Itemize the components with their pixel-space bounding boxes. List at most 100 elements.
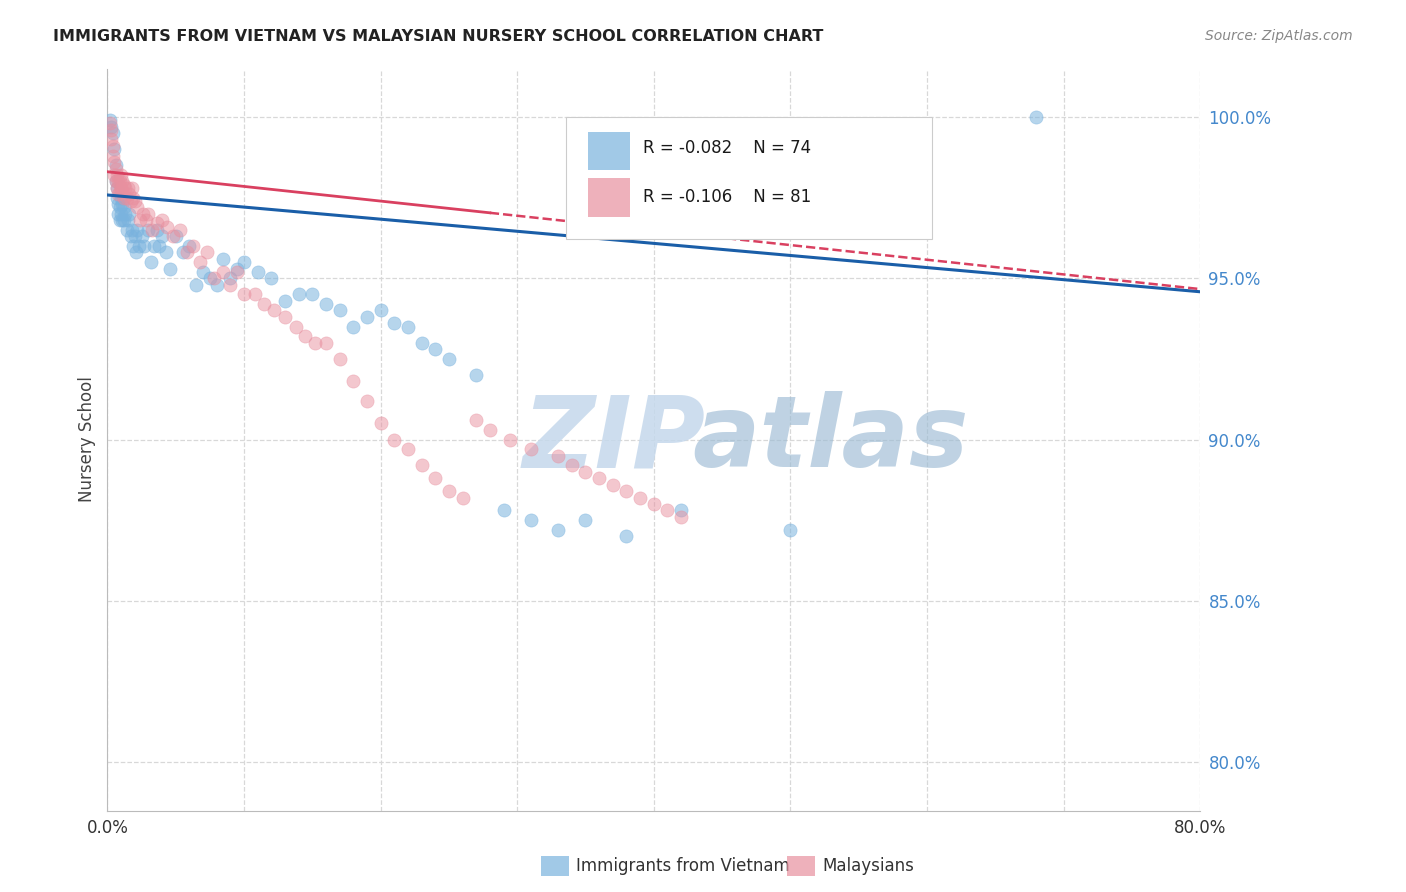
Point <box>437 351 460 366</box>
Point <box>425 471 447 485</box>
Point <box>145 223 167 237</box>
Point <box>465 368 488 382</box>
Point <box>139 255 162 269</box>
Point <box>370 303 392 318</box>
Point <box>263 303 285 318</box>
Point <box>114 207 136 221</box>
Bar <box>588 132 630 170</box>
Point <box>159 261 181 276</box>
Point <box>396 442 419 457</box>
Point <box>100 120 122 134</box>
Point <box>205 277 228 292</box>
Point <box>212 252 235 266</box>
Point <box>657 503 679 517</box>
Point <box>188 255 211 269</box>
Text: R = -0.106    N = 81: R = -0.106 N = 81 <box>643 188 811 206</box>
Point <box>104 161 127 176</box>
Point <box>103 168 125 182</box>
Point <box>112 213 135 227</box>
Text: atlas: atlas <box>692 391 969 488</box>
Point <box>169 223 191 237</box>
Point <box>243 287 266 301</box>
Point <box>108 174 131 188</box>
Point <box>110 181 132 195</box>
Point <box>131 229 153 244</box>
Point <box>125 245 148 260</box>
Point <box>191 265 214 279</box>
Point <box>356 393 378 408</box>
Point <box>520 513 543 527</box>
Point <box>105 168 128 182</box>
Point <box>101 126 124 140</box>
Point <box>135 213 157 227</box>
Point <box>121 223 143 237</box>
Point <box>127 200 149 214</box>
Point <box>382 317 405 331</box>
Point <box>186 277 208 292</box>
Point <box>179 239 201 253</box>
Point <box>643 497 665 511</box>
Point <box>425 342 447 356</box>
Point <box>246 265 269 279</box>
Point <box>274 293 297 308</box>
Point <box>219 271 242 285</box>
Point <box>110 168 132 182</box>
Point <box>124 229 146 244</box>
Point <box>370 417 392 431</box>
Point <box>111 184 134 198</box>
Point <box>602 477 624 491</box>
Point <box>294 329 316 343</box>
Point <box>104 174 127 188</box>
Point <box>122 239 145 253</box>
Point <box>117 181 139 195</box>
Point <box>547 523 569 537</box>
Point <box>315 335 337 350</box>
Point <box>253 297 276 311</box>
Point <box>111 197 134 211</box>
Point <box>101 139 124 153</box>
Text: Source: ZipAtlas.com: Source: ZipAtlas.com <box>1205 29 1353 43</box>
Point <box>260 271 283 285</box>
Point <box>107 197 129 211</box>
Point <box>226 265 249 279</box>
Point <box>165 229 187 244</box>
Point <box>301 287 323 301</box>
Point <box>465 413 488 427</box>
Point <box>202 271 225 285</box>
Point <box>111 213 134 227</box>
Point <box>396 319 419 334</box>
Point <box>105 181 128 195</box>
Point <box>198 271 221 285</box>
Point <box>155 245 177 260</box>
Point <box>98 116 121 130</box>
Point <box>520 442 543 457</box>
Point <box>141 223 163 237</box>
Point <box>124 194 146 208</box>
Point <box>1025 110 1047 124</box>
Point <box>284 319 307 334</box>
Point <box>561 458 583 473</box>
Point <box>574 465 596 479</box>
Point <box>451 491 474 505</box>
Point <box>547 449 569 463</box>
Point <box>172 245 194 260</box>
Point <box>107 207 129 221</box>
Point <box>669 503 692 517</box>
Point <box>574 513 596 527</box>
Point <box>150 229 173 244</box>
Point <box>104 158 127 172</box>
Point <box>114 181 136 195</box>
Point <box>356 310 378 324</box>
Point <box>108 200 131 214</box>
Point <box>183 239 205 253</box>
Point <box>437 484 460 499</box>
Point <box>111 174 134 188</box>
Point <box>122 190 145 204</box>
Text: Malaysians: Malaysians <box>823 857 914 875</box>
Point <box>120 229 142 244</box>
Point <box>101 148 124 162</box>
Text: Immigrants from Vietnam: Immigrants from Vietnam <box>576 857 790 875</box>
Point <box>108 184 131 198</box>
Text: ZIP: ZIP <box>523 391 706 488</box>
Point <box>588 471 610 485</box>
